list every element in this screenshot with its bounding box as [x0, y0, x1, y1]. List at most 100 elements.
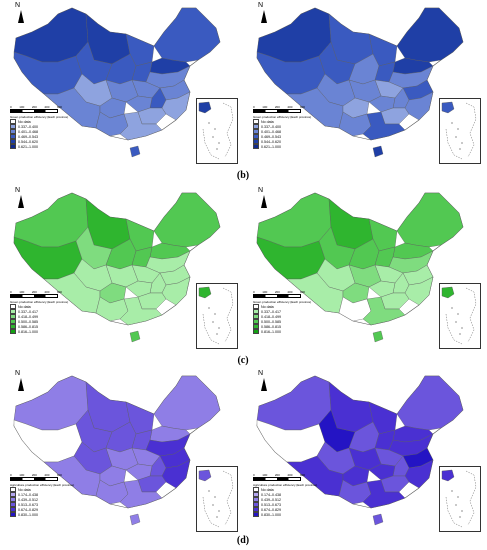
- province-region: [153, 375, 221, 431]
- north-arrow-icon: N: [14, 187, 28, 211]
- legend-item: No data: [253, 119, 331, 124]
- province-region: [119, 479, 163, 509]
- legend-label: 0.586–0.815: [261, 324, 281, 329]
- legend-label: 0.439–0.512: [261, 497, 281, 502]
- south-china-sea-inset: [439, 466, 481, 532]
- province-region: [396, 192, 464, 248]
- legend-label: 0.513–0.673: [261, 502, 281, 507]
- legend-label: 0.500–0.585: [261, 319, 281, 324]
- north-label: N: [15, 2, 21, 9]
- legend-item: 0.418–0.499: [10, 314, 88, 319]
- legend-swatch: [10, 134, 16, 139]
- legend-label: 0.174–0.438: [18, 492, 38, 497]
- legend-title: Green production efficiency (Each provin…: [253, 300, 312, 304]
- legend-title: Green production efficiency (Each provin…: [253, 115, 312, 119]
- province-region: [125, 95, 153, 113]
- legend-label: 0.337–0.400: [18, 124, 38, 129]
- south-china-sea-inset: [439, 283, 481, 349]
- province-region: [129, 145, 141, 158]
- china-map: [13, 192, 221, 343]
- legend-item: 0.401–0.468: [10, 129, 88, 134]
- legend-swatch: [253, 144, 259, 149]
- scale-label: 400: [287, 105, 293, 109]
- legend-label: 0.513–0.673: [18, 502, 38, 507]
- scale-label: 600: [56, 105, 62, 109]
- legend-item: 0.816–1.000: [10, 329, 88, 334]
- legend-item: 0.586–0.815: [253, 324, 331, 329]
- legend-title: Green production efficiency (Each provin…: [10, 300, 69, 304]
- legend-label: 0.174–0.438: [261, 492, 281, 497]
- legend-item: 0.469–0.543: [253, 134, 331, 139]
- province-region: [396, 375, 464, 431]
- map-panel: N 0 100 200 400 600 Agriculture production eff…: [245, 370, 485, 535]
- legend-label: 0.830–1.000: [18, 512, 38, 517]
- legend-swatch: [253, 119, 259, 124]
- legend-item: 0.439–0.512: [253, 497, 331, 502]
- legend-item: 0.174–0.438: [10, 492, 88, 497]
- legend-swatch: [253, 309, 259, 314]
- legend-swatch: [10, 329, 16, 334]
- scale-label: 400: [287, 473, 293, 477]
- scale-label: 200: [274, 473, 280, 477]
- legend-item: No data: [10, 304, 88, 309]
- legend-swatch: [10, 129, 16, 134]
- legend-swatch: [10, 512, 16, 517]
- legend-label: No data: [18, 119, 31, 124]
- scale-label: 0: [10, 290, 12, 294]
- south-china-sea-inset: [439, 98, 481, 164]
- legend-label: 0.544–0.620: [18, 139, 38, 144]
- legend-label: 0.337–0.417: [261, 309, 281, 314]
- scale-bar: 0 100 200 400 600: [10, 289, 62, 298]
- legend-swatch: [10, 487, 16, 492]
- scale-label: 400: [44, 105, 50, 109]
- legend-swatch: [10, 144, 16, 149]
- legend: Green production efficiency (Each provin…: [10, 300, 88, 334]
- scale-label: 600: [56, 290, 62, 294]
- china-map: [256, 192, 464, 343]
- north-label: N: [258, 2, 264, 9]
- map-panel: N 0 100 200 400 600 Green production efficienc…: [2, 2, 242, 167]
- legend-swatch: [253, 124, 259, 129]
- legend-item: No data: [10, 487, 88, 492]
- scale-bar: 0 100 200 400 600: [10, 104, 62, 113]
- province-region: [362, 111, 406, 141]
- china-map: [256, 375, 464, 526]
- province-region: [362, 296, 406, 326]
- legend-swatch: [253, 502, 259, 507]
- legend-label: 0.439–0.512: [18, 497, 38, 502]
- scale-label: 200: [274, 290, 280, 294]
- legend-swatch: [253, 319, 259, 324]
- legend-label: 0.621–1.000: [261, 144, 281, 149]
- map-panel: N 0 100 200 400 600 Green production efficienc…: [245, 187, 485, 352]
- legend-label: 0.830–1.000: [261, 512, 281, 517]
- scale-label: 200: [31, 473, 37, 477]
- scale-bar: 0 100 200 400 600: [253, 104, 305, 113]
- legend-item: 0.830–1.000: [10, 512, 88, 517]
- scale-label: 200: [31, 105, 37, 109]
- legend-swatch: [10, 139, 16, 144]
- south-china-sea-inset: [196, 466, 238, 532]
- legend-swatch: [253, 314, 259, 319]
- legend-label: 0.674–0.829: [18, 507, 38, 512]
- legend-swatch: [10, 502, 16, 507]
- province-region: [368, 280, 396, 298]
- legend: Green production efficiency (Each provin…: [253, 115, 331, 149]
- legend: Agriculture production efficiency (Each …: [253, 483, 331, 517]
- north-arrow-icon: N: [257, 187, 271, 211]
- legend-item: 0.337–0.400: [253, 124, 331, 129]
- legend-label: 0.674–0.829: [261, 507, 281, 512]
- figure-caption: (c): [237, 355, 249, 366]
- legend-label: 0.500–0.585: [18, 319, 38, 324]
- scale-label: 600: [299, 473, 305, 477]
- scale-label: 400: [44, 290, 50, 294]
- legend-label: 0.469–0.543: [18, 134, 38, 139]
- legend-label: No data: [261, 487, 274, 492]
- province-region: [368, 463, 396, 481]
- figure-caption: (d): [236, 535, 250, 546]
- legend-item: 0.469–0.543: [10, 134, 88, 139]
- legend-swatch: [253, 139, 259, 144]
- legend-title: Green production efficiency (Each provin…: [10, 115, 69, 119]
- legend-label: 0.621–1.000: [18, 144, 38, 149]
- legend-label: No data: [18, 304, 31, 309]
- legend-item: 0.586–0.815: [10, 324, 88, 329]
